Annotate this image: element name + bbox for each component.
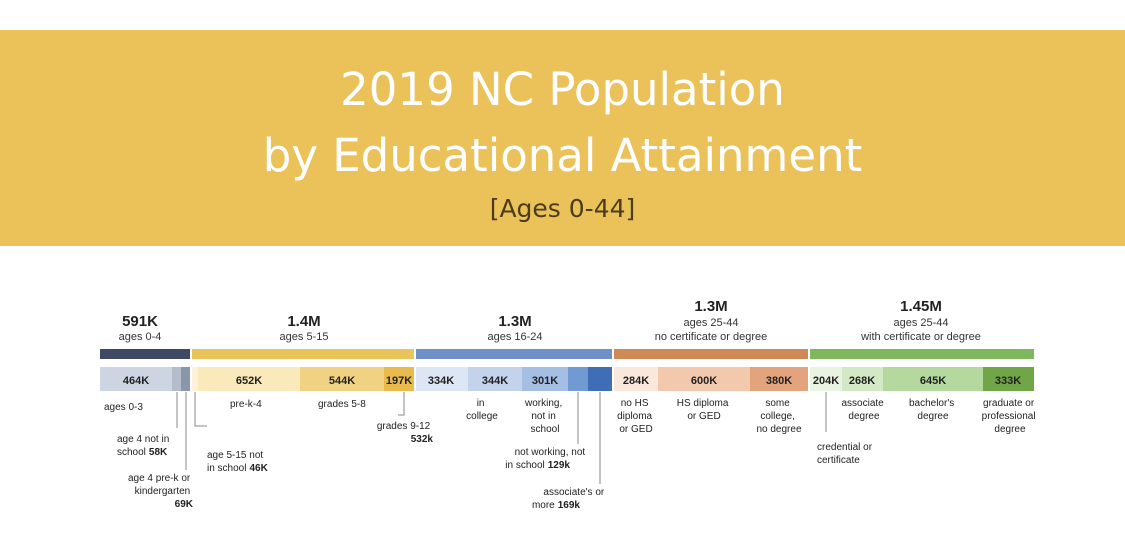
group-label: ages 5-15	[280, 331, 329, 343]
group-label-2: no certificate or degree	[655, 331, 768, 343]
group-bar	[416, 349, 612, 359]
segment-value: 380K	[766, 375, 792, 387]
group-bar	[192, 349, 414, 359]
segment-value: 268K	[849, 375, 875, 387]
segment-bar-associates-or-more	[588, 367, 612, 391]
annotation-credential: credential or certificate	[817, 442, 875, 466]
group-total: 1.4M	[287, 313, 320, 330]
annotation-grades-9-12: grades 9-12 532k	[377, 421, 434, 445]
group-total: 591K	[122, 313, 158, 330]
segment-bar-some-college	[750, 367, 808, 391]
segment-bar	[100, 367, 1034, 391]
annotation-age-4-pre-k: age 4 pre-k or kindergarten 69K	[128, 473, 194, 510]
group-label: ages 16-24	[487, 331, 542, 343]
segment-bar-age-4-pre-k	[181, 367, 190, 391]
segment-bar-grades-9-12-16-plus	[416, 367, 468, 391]
group-bar	[810, 349, 1034, 359]
segment-bar-not-in-school-5-15	[192, 367, 198, 391]
group-label: ages 25-44	[683, 317, 738, 329]
group-total: 1.3M	[498, 313, 531, 330]
segment-value: 204K	[813, 375, 839, 387]
leader-line	[398, 392, 405, 416]
segment-bar-age-4-not-in-school	[172, 367, 181, 391]
annotation-working-not-in-school: working, not in school	[524, 398, 565, 435]
leader-line	[194, 392, 207, 427]
segment-bar-credential	[810, 367, 842, 391]
annotation-not-working: not working, not in school 129k	[505, 447, 588, 471]
leader-lines	[176, 392, 827, 484]
annotation-in-college: in college	[466, 398, 498, 422]
group-ages-5-15: 1.4M ages 5-15	[192, 313, 414, 359]
group-ages-0-4: 591K ages 0-4	[100, 313, 190, 359]
segment-bar-not-working	[568, 367, 588, 391]
segment-bar-hs-diploma	[658, 367, 750, 391]
segment-bar-ages-0-3	[100, 367, 172, 391]
group-label: ages 0-4	[119, 331, 162, 343]
group-total: 1.45M	[900, 298, 942, 315]
annotation-bachelors: bachelor's degree	[909, 398, 957, 422]
group-bar	[100, 349, 190, 359]
title-banner: 2019 NC Population by Educational Attain…	[0, 30, 1125, 246]
group-ages-16-24: 1.3M ages 16-24	[416, 313, 612, 359]
segment-bar-working-not-in-school	[522, 367, 568, 391]
segment-value: 301K	[532, 375, 558, 387]
segment-bar-associate-degree	[842, 367, 883, 391]
segment-bar-in-college	[468, 367, 522, 391]
segment-bar-grades-9-12	[384, 367, 414, 391]
annotation-some-college: some college, no degree	[756, 398, 801, 435]
segment-value: 645K	[920, 375, 946, 387]
segment-bar-no-hs-diploma	[614, 367, 658, 391]
segment-value: 197K	[386, 375, 412, 387]
segment-value: 334K	[428, 375, 454, 387]
group-label: ages 25-44	[893, 317, 948, 329]
segment-value: 600K	[691, 375, 717, 387]
segment-bar-grades-5-8	[300, 367, 384, 391]
annotation-grades-5-8: grades 5-8	[318, 399, 366, 410]
annotation-associate-degree: associate degree	[841, 398, 886, 422]
title-line-2: by Educational Attainment	[262, 129, 863, 182]
segment-value: 344K	[482, 375, 508, 387]
segment-value: 544K	[329, 375, 355, 387]
annotation-pre-k-4: pre-k-4	[230, 399, 262, 410]
annotation-age-4-not-in-school: age 4 not in school 58K	[117, 434, 172, 458]
group-ages-25-44-cert: 1.45M ages 25-44 with certificate or deg…	[810, 298, 1034, 359]
segment-bar-graduate	[983, 367, 1034, 391]
group-bar	[614, 349, 808, 359]
segment-value: 652K	[236, 375, 262, 387]
group-ages-25-44-no-cert: 1.3M ages 25-44 no certificate or degree	[614, 298, 808, 359]
segment-value: 333K	[995, 375, 1021, 387]
segment-bar-pre-k-4	[198, 367, 300, 391]
annotation-associates-or-more: associate's or more 169k	[532, 487, 607, 511]
subtitle: [Ages 0-44]	[489, 194, 636, 223]
annotation-hs-diploma: HS diploma or GED	[677, 398, 731, 422]
segment-value: 284K	[623, 375, 649, 387]
title-line-1: 2019 NC Population	[340, 63, 785, 116]
group-label-2: with certificate or degree	[860, 331, 981, 343]
segment-bar-bachelors	[883, 367, 983, 391]
group-total: 1.3M	[694, 298, 727, 315]
annotation-ages-0-3: ages 0-3	[104, 402, 143, 413]
annotation-no-hs-diploma: no HS diploma or GED	[617, 398, 655, 435]
annotation-graduate: graduate or professional degree	[982, 398, 1039, 435]
segment-value: 464K	[123, 375, 149, 387]
annotation-not-in-school-5-15: age 5-15 not in school 46K	[207, 450, 269, 474]
